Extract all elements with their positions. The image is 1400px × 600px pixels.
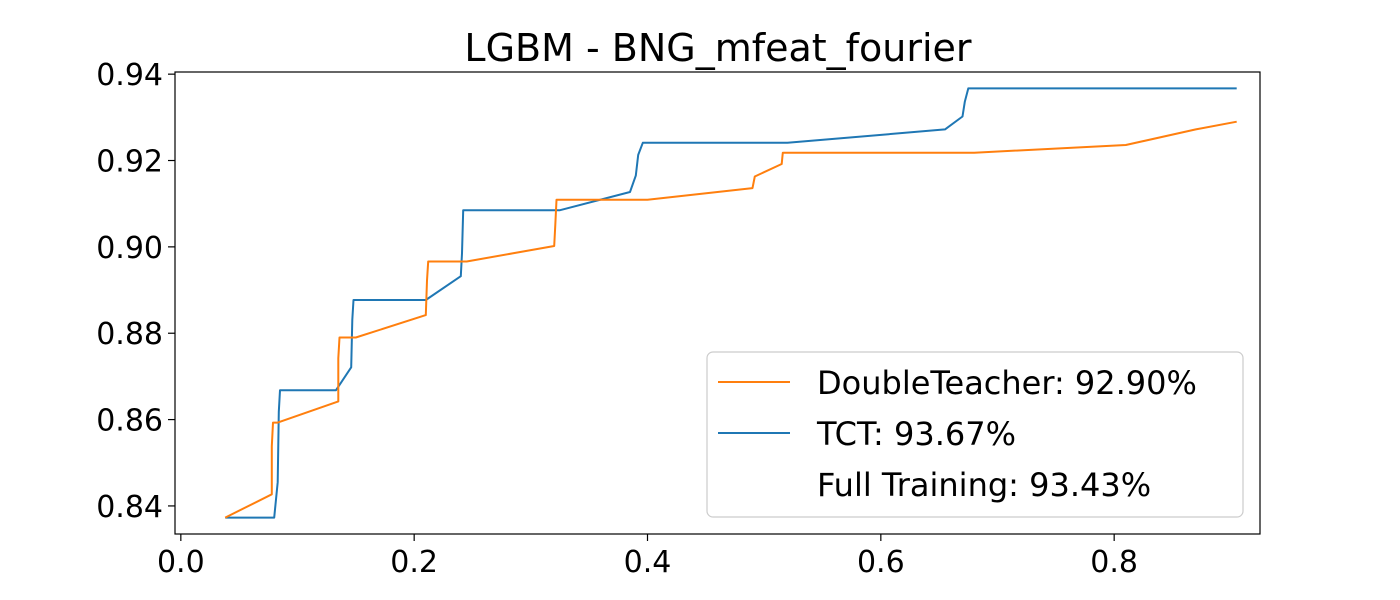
legend: DoubleTeacher: 92.90% TCT: 93.67% Full Tra…: [706, 351, 1244, 518]
chart-title: LGBM - BNG_mfeat_fourier: [464, 26, 972, 70]
x-axis: 0.0 0.2 0.4 0.6 0.8: [157, 534, 1138, 580]
legend-box: [706, 351, 1244, 518]
x-tick-label: 0.2: [390, 545, 438, 580]
legend-label-1: TCT: 93.67%: [816, 415, 1016, 453]
y-tick-label: 0.94: [96, 58, 163, 93]
legend-label-0: DoubleTeacher: 92.90%: [817, 364, 1197, 402]
x-tick-label: 0.0: [157, 545, 205, 580]
legend-label-2: Full Training: 93.43%: [817, 466, 1151, 504]
y-tick-label: 0.92: [96, 145, 163, 180]
y-tick-label: 0.88: [96, 317, 163, 352]
series-line-0: [224, 120, 1237, 519]
y-tick-label: 0.86: [96, 404, 163, 439]
x-tick-label: 0.4: [624, 545, 672, 580]
x-tick-label: 0.8: [1090, 545, 1138, 580]
x-tick-label: 0.6: [857, 545, 905, 580]
plot-frame: [174, 71, 1261, 535]
y-axis: 0.84 0.86 0.88 0.90 0.92 0.94: [96, 58, 175, 525]
series-line-1: [225, 87, 1237, 519]
y-tick-label: 0.90: [96, 231, 163, 266]
series-lines: [224, 87, 1237, 519]
y-tick-label: 0.84: [96, 490, 163, 525]
